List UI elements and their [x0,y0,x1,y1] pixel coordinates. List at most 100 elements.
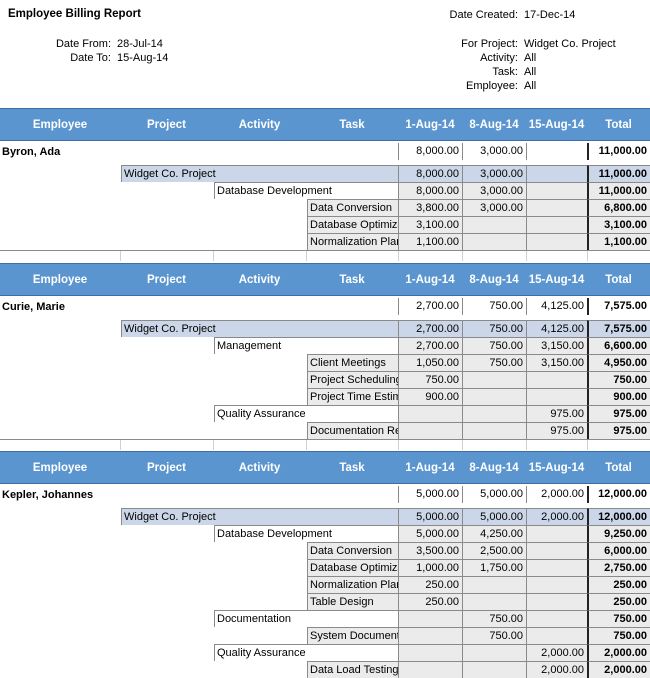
week-value: 750.00 [462,337,526,354]
date-from-value: 28-Jul-14 [117,38,163,50]
row-label: Data Conversion [307,542,398,559]
gap-divider [462,440,463,450]
report-title: Employee Billing Report [8,8,141,20]
column-header-band: Employee Project Activity Task 1-Aug-14 8-Aug… [0,108,650,141]
employee-row: Kepler, Johannes 5,000.00 5,000.00 2,000.00… [0,486,650,508]
row-label: Database Development [214,525,398,542]
row-label: Management [214,337,398,354]
week-value [462,422,526,439]
gap-divider [120,440,121,450]
date-to-row: Date To: 15-Aug-14 [0,51,168,65]
header-week-3: 15-Aug-14 [528,273,585,286]
employee-section: Employee Project Activity Task 1-Aug-14 8-Aug… [0,451,650,678]
for-project-label: For Project: [461,38,518,50]
row-total: 11,000.00 [587,143,650,160]
row-total: 975.00 [587,422,650,439]
week-value: 4,125.00 [526,298,587,315]
week-value: 750.00 [462,298,526,315]
row-total: 4,950.00 [587,354,650,371]
week-value: 3,150.00 [526,354,587,371]
week-value: 975.00 [526,405,587,422]
activity-row: Management 2,700.00 750.00 3,150.00 6,600.00 [0,337,650,354]
week-value [526,542,587,559]
row-label: Documentation Review [307,422,398,439]
row-label: Quality Assurance [214,405,398,422]
gap-divider [462,251,463,261]
row-total: 750.00 [587,610,650,627]
date-to-value: 15-Aug-14 [117,52,169,64]
week-value [462,644,526,661]
week-value [398,661,462,678]
header-task: Task [339,273,365,286]
week-value [526,388,587,405]
week-value [398,405,462,422]
week-value: 3,500.00 [398,542,462,559]
header-week-2: 8-Aug-14 [469,118,519,131]
week-value: 2,700.00 [398,298,462,315]
header-project: Project [147,461,186,474]
gap-divider [526,251,527,261]
header-week-3: 15-Aug-14 [528,118,585,131]
date-created-value: 17-Dec-14 [524,9,576,21]
row-total: 1,100.00 [587,233,650,250]
week-value: 250.00 [398,576,462,593]
employee-filter-row: Employee: All [0,79,536,93]
week-value [462,216,526,233]
week-value [462,233,526,250]
activity-filter-label: Activity: [480,52,518,64]
gap-divider [526,440,527,450]
row-total: 9,250.00 [587,525,650,542]
header-project: Project [147,118,186,131]
week-value: 750.00 [462,627,526,644]
task-row: Database Optimization3,100.003,100.00 [0,216,650,233]
week-value: 8,000.00 [398,165,462,182]
header-total: Total [605,118,632,131]
week-value [462,388,526,405]
week-value [526,593,587,610]
gap-divider [587,440,588,450]
activity-filter-value: All [524,52,537,64]
row-total: 7,575.00 [587,320,650,337]
task-row: Table Design 250.00 250.00 [0,593,650,610]
week-value: 2,000.00 [526,486,587,503]
for-project-row: For Project: Widget Co. Project [0,37,616,51]
row-total: 900.00 [587,388,650,405]
week-value [398,422,462,439]
header-employee: Employee [32,461,88,474]
week-value: 5,000.00 [398,486,462,503]
project-row: Widget Co. Project 8,000.00 3,000.00 11,000… [0,165,650,182]
week-value: 2,700.00 [398,337,462,354]
week-value: 750.00 [462,354,526,371]
week-value: 5,000.00 [398,525,462,542]
employee-section: Employee Project Activity Task 1-Aug-14 8-Aug… [0,263,650,450]
row-total: 11,000.00 [587,182,650,199]
row-label: Normalization Plan [307,233,398,250]
task-row: Project Scheduling 750.00 750.00 [0,371,650,388]
week-value [526,371,587,388]
row-total: 6,600.00 [587,337,650,354]
row-label: Byron, Ada [2,146,61,158]
header-task: Task [339,118,365,131]
row-total: 250.00 [587,593,650,610]
header-week-1: 1-Aug-14 [405,461,455,474]
column-header-band: Employee Project Activity Task 1-Aug-14 8-Aug… [0,451,650,484]
week-value: 3,100.00 [398,216,462,233]
week-value [526,143,587,160]
activity-row: Quality Assurance 975.00 975.00 [0,405,650,422]
row-label: Table Design [307,593,398,610]
section-gap [0,439,650,450]
row-label: Project Scheduling [307,371,398,388]
week-value: 750.00 [398,371,462,388]
activity-filter-row: Activity: All [0,51,536,65]
week-value: 5,000.00 [398,508,462,525]
header-employee: Employee [32,273,88,286]
week-value [526,559,587,576]
task-filter-label: Task: [492,66,518,78]
week-value [462,576,526,593]
header-employee: Employee [32,118,88,131]
activity-row: Quality Assurance 2,000.00 2,000.00 [0,644,650,661]
project-row: Widget Co. Project 2,700.00 750.00 4,125.00… [0,320,650,337]
week-value: 2,700.00 [398,320,462,337]
employee-filter-label: Employee: [466,80,518,92]
